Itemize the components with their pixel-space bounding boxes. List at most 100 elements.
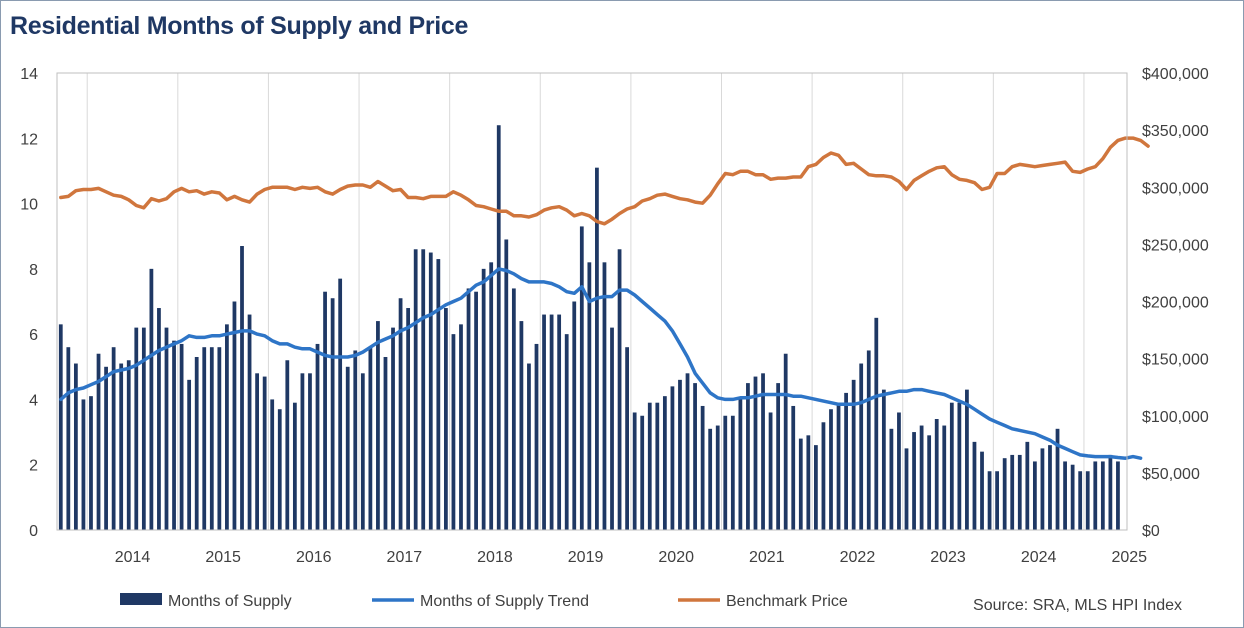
bar-months-of-supply	[315, 343, 320, 530]
bar-months-of-supply	[443, 308, 448, 530]
y-left-tick-label: 4	[29, 392, 38, 409]
bar-months-of-supply	[587, 262, 592, 530]
legend-item-months-of-supply: Months of Supply	[120, 593, 292, 610]
bar-months-of-supply	[942, 425, 947, 530]
bar-months-of-supply	[829, 409, 833, 530]
bar-months-of-supply	[738, 399, 743, 530]
bar-months-of-supply	[549, 314, 554, 530]
bar-months-of-supply	[466, 288, 471, 530]
y-right-tick-label: $400,000	[1142, 66, 1209, 83]
bar-months-of-supply	[1063, 461, 1067, 530]
bar-months-of-supply	[783, 353, 788, 530]
bar-months-of-supply	[277, 409, 282, 530]
bar-months-of-supply	[723, 415, 728, 530]
bar-months-of-supply	[474, 291, 478, 530]
bar-months-of-supply	[746, 383, 750, 530]
bar-months-of-supply	[806, 435, 811, 530]
bar-months-of-supply	[217, 347, 222, 530]
bar-months-of-supply	[1048, 445, 1052, 530]
bar-months-of-supply	[104, 366, 108, 530]
x-tick-label: 2019	[568, 549, 604, 566]
bar-months-of-supply	[647, 402, 652, 530]
bar-months-of-supply	[481, 268, 486, 530]
bar-months-of-supply	[1017, 454, 1022, 530]
bar-months-of-supply	[126, 360, 131, 530]
bar-months-of-supply	[1025, 441, 1030, 530]
x-tick-label: 2014	[115, 549, 151, 566]
bar-months-of-supply	[338, 278, 343, 530]
legend: Months of Supply Months of Supply Trend Be…	[120, 593, 848, 610]
bar-months-of-supply	[814, 445, 818, 530]
bar-months-of-supply	[1002, 458, 1007, 530]
y-left-tick-label: 0	[29, 523, 38, 540]
bar-months-of-supply	[149, 268, 154, 530]
bar-months-of-supply	[179, 343, 184, 530]
grid-lines	[86, 73, 1085, 530]
bar-months-of-supply	[345, 366, 350, 530]
bar-months-of-supply	[383, 356, 388, 530]
bar-months-of-supply	[579, 226, 584, 530]
bar-months-of-supply	[980, 451, 984, 530]
bar-months-of-supply	[96, 353, 101, 530]
bar-months-of-supply	[66, 347, 71, 530]
bar-months-of-supply	[496, 125, 501, 530]
x-tick-label: 2024	[1021, 549, 1057, 566]
bar-months-of-supply	[655, 402, 660, 530]
y-right-tick-label: $350,000	[1142, 123, 1209, 140]
bar-months-of-supply	[965, 389, 969, 530]
bar-months-of-supply	[262, 376, 267, 530]
bar-months-of-supply	[859, 363, 864, 530]
bar-months-of-supply	[836, 402, 841, 530]
series-lines	[59, 136, 1150, 460]
bar-months-of-supply	[504, 239, 509, 530]
bar-months-of-supply	[376, 321, 380, 530]
y-right-tick-label: $300,000	[1142, 180, 1209, 197]
bar-months-of-supply	[353, 350, 358, 530]
bar-months-of-supply	[391, 327, 395, 530]
x-tick-label: 2016	[296, 549, 332, 566]
bar-months-of-supply	[413, 249, 418, 530]
y-right-tick-label: $200,000	[1142, 295, 1209, 312]
bar-months-of-supply	[572, 301, 577, 530]
bar-months-of-supply	[874, 317, 879, 530]
x-tick-label: 2017	[387, 549, 423, 566]
bar-months-of-supply	[934, 419, 939, 530]
bar-months-of-supply	[889, 428, 894, 530]
chart-title: Residential Months of Supply and Price	[10, 12, 469, 40]
y-left-tick-label: 2	[29, 458, 38, 475]
bar-months-of-supply	[927, 435, 932, 530]
bar-months-of-supply	[209, 347, 214, 530]
legend-item-months-of-supply-trend: Months of Supply Trend	[372, 593, 589, 610]
bar-months-of-supply	[1032, 461, 1037, 530]
bars-months-of-supply	[58, 125, 1120, 531]
bar-months-of-supply	[821, 422, 826, 530]
bar-months-of-supply	[912, 432, 916, 530]
bar-months-of-supply	[1093, 461, 1098, 530]
y-left-tick-label: 8	[29, 262, 38, 279]
bar-months-of-supply	[640, 415, 645, 530]
bar-months-of-supply	[949, 402, 954, 530]
bar-months-of-supply	[897, 412, 901, 530]
bar-months-of-supply	[1100, 461, 1105, 530]
bar-months-of-supply	[1085, 471, 1090, 530]
legend-swatch-bar	[120, 593, 162, 605]
legend-label: Benchmark Price	[726, 593, 848, 610]
bar-months-of-supply	[89, 396, 93, 530]
x-tick-label: 2018	[477, 549, 513, 566]
bar-months-of-supply	[700, 405, 705, 530]
bar-months-of-supply	[73, 363, 78, 530]
y-left-tick-label: 14	[20, 66, 38, 83]
bar-months-of-supply	[1055, 428, 1060, 530]
bar-months-of-supply	[459, 324, 463, 530]
line-months-of-supply-trend	[59, 267, 1143, 460]
bar-months-of-supply	[511, 288, 516, 530]
bar-months-of-supply	[308, 373, 312, 530]
bar-months-of-supply	[957, 402, 962, 530]
bar-months-of-supply	[534, 343, 539, 530]
bar-months-of-supply	[527, 363, 531, 530]
x-tick-label: 2022	[840, 549, 876, 566]
bar-months-of-supply	[134, 327, 139, 530]
bar-months-of-supply	[119, 363, 124, 530]
x-tick-label: 2015	[205, 549, 241, 566]
